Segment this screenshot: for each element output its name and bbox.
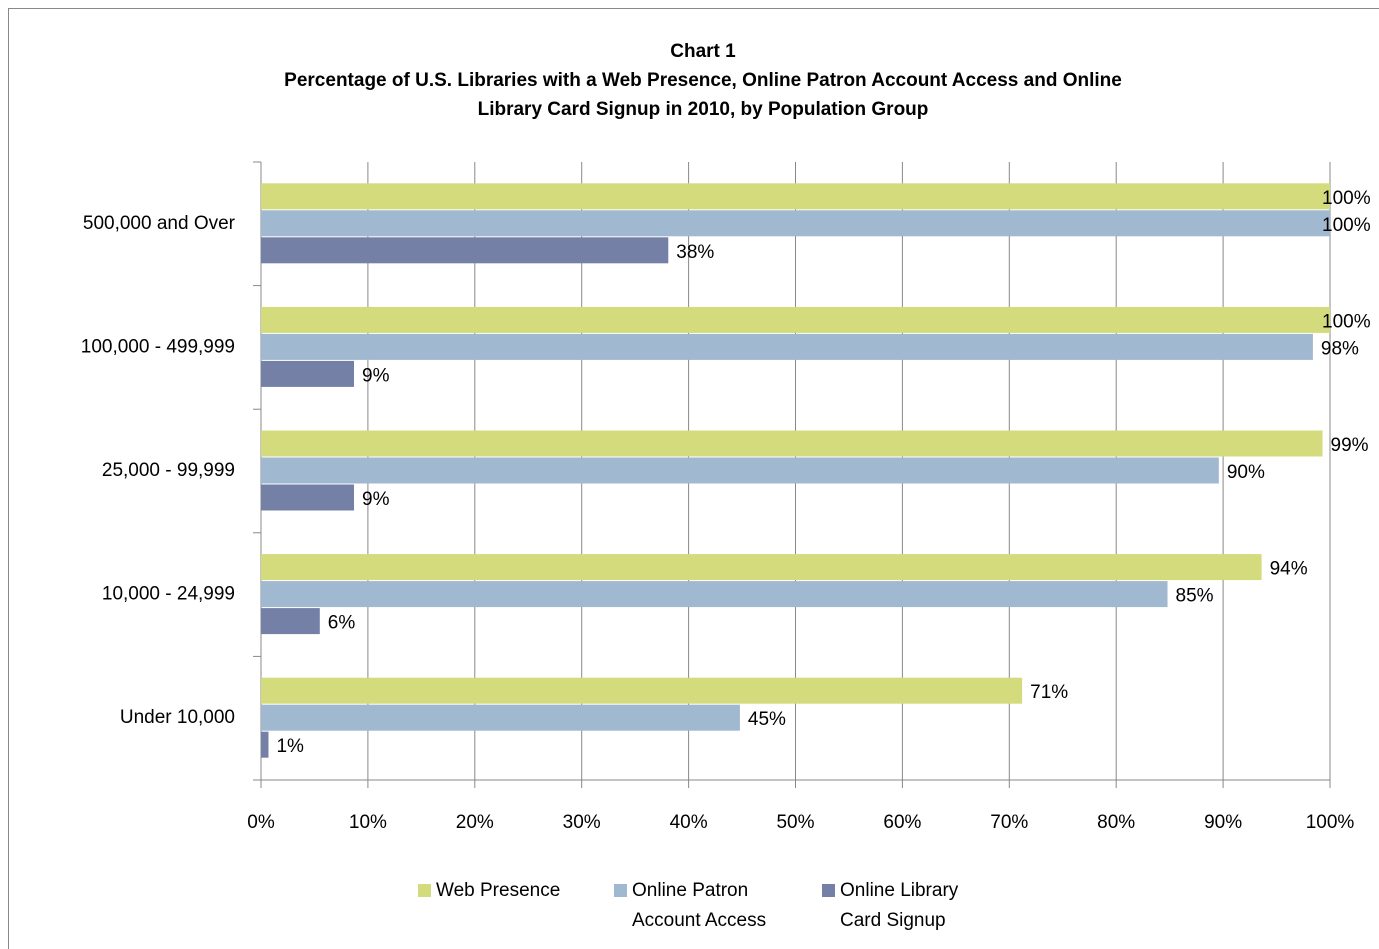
chart-title: Percentage of U.S. Libraries with a Web …: [284, 70, 1122, 91]
legend-item: Online Patron Account Access: [614, 876, 779, 936]
bar: [261, 704, 740, 731]
legend-item: Web Presence: [418, 876, 588, 906]
data-label: 85%: [1176, 586, 1214, 607]
bar: [261, 333, 1313, 360]
x-tick-label: 80%: [1097, 812, 1135, 833]
y-tick-label: Under 10,000: [120, 707, 235, 728]
data-label: 71%: [1030, 682, 1068, 703]
legend-label: Web Presence: [436, 880, 561, 901]
data-label: 9%: [362, 365, 390, 386]
legend-label: Online Library Card Signup: [840, 880, 959, 931]
y-tick-label: 100,000 - 499,999: [81, 336, 235, 357]
bar: [261, 554, 1262, 581]
bar: [261, 608, 320, 635]
x-tick-label: 40%: [670, 812, 708, 833]
data-label: 94%: [1270, 559, 1308, 580]
bar: [261, 237, 669, 264]
bar: [261, 731, 269, 758]
bar: [261, 183, 1330, 210]
data-label: 6%: [328, 613, 356, 634]
data-label: 100%: [1322, 188, 1371, 209]
legend-swatch: [614, 884, 627, 897]
y-tick-label: 25,000 - 99,999: [102, 460, 235, 481]
bar: [261, 360, 355, 387]
data-label: 1%: [276, 736, 304, 757]
x-tick-label: 20%: [456, 812, 494, 833]
x-tick-label: 10%: [349, 812, 387, 833]
x-tick-label: 50%: [776, 812, 814, 833]
data-label: 99%: [1331, 435, 1369, 456]
data-label: 100%: [1322, 311, 1371, 332]
bar: [261, 306, 1330, 333]
bar: [261, 677, 1023, 704]
chart-border: [8, 8, 1379, 949]
x-tick-label: 60%: [883, 812, 921, 833]
legend-label: Online Patron Account Access: [632, 880, 767, 931]
legend-swatch: [418, 884, 431, 897]
chart-title: Library Card Signup in 2010, by Populati…: [478, 99, 929, 120]
data-label: 98%: [1321, 338, 1359, 359]
bar: [261, 210, 1330, 237]
y-tick-label: 10,000 - 24,999: [102, 584, 235, 605]
data-label: 100%: [1322, 215, 1371, 236]
x-tick-label: 70%: [990, 812, 1028, 833]
data-label: 9%: [362, 489, 390, 510]
bar: [261, 457, 1219, 484]
data-label: 38%: [676, 242, 714, 263]
data-label: 90%: [1227, 462, 1265, 483]
legend-item: Online Library Card Signup: [822, 876, 987, 936]
x-tick-label: 100%: [1306, 812, 1355, 833]
x-tick-label: 30%: [563, 812, 601, 833]
bar: [261, 430, 1323, 457]
x-tick-label: 0%: [247, 812, 275, 833]
x-tick-label: 90%: [1204, 812, 1242, 833]
bar: [261, 484, 355, 511]
chart-title: Chart 1: [670, 41, 736, 62]
y-tick-label: 500,000 and Over: [83, 213, 236, 234]
data-label: 45%: [748, 709, 786, 730]
legend-swatch: [822, 884, 835, 897]
bar: [261, 581, 1168, 608]
